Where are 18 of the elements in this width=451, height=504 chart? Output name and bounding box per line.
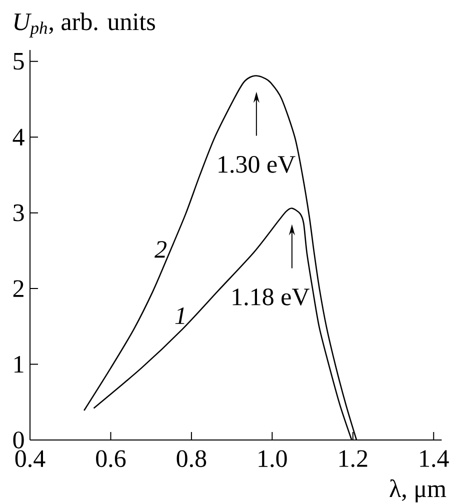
series-label: 2 (154, 241, 166, 258)
y-tick-label: 1 (14, 356, 24, 373)
y-tick-label: 4 (12, 128, 24, 146)
annotation: 1.30 eV (218, 156, 296, 173)
annotation: 1.18 eV (232, 288, 310, 306)
series-label: 1 (175, 307, 184, 324)
x-tick-label: 1.0 (258, 450, 287, 468)
x-tick-label: 0.6 (96, 450, 126, 468)
y-tick-label: 5 (14, 53, 24, 70)
x-tick-label: 1.4 (420, 450, 449, 468)
x-tick-label: 1.2 (339, 450, 368, 468)
y-tick-label: 3 (13, 204, 24, 222)
y-tick-label: 2 (13, 280, 24, 297)
x-tick-label: 0.8 (176, 450, 206, 468)
x-axis-title: λ, μm (390, 479, 446, 502)
x-tick-label: 0.4 (15, 450, 46, 468)
text: U$_{ph}$, arb. units (14, 12, 155, 38)
y-tick-label: 0 (13, 432, 24, 448)
